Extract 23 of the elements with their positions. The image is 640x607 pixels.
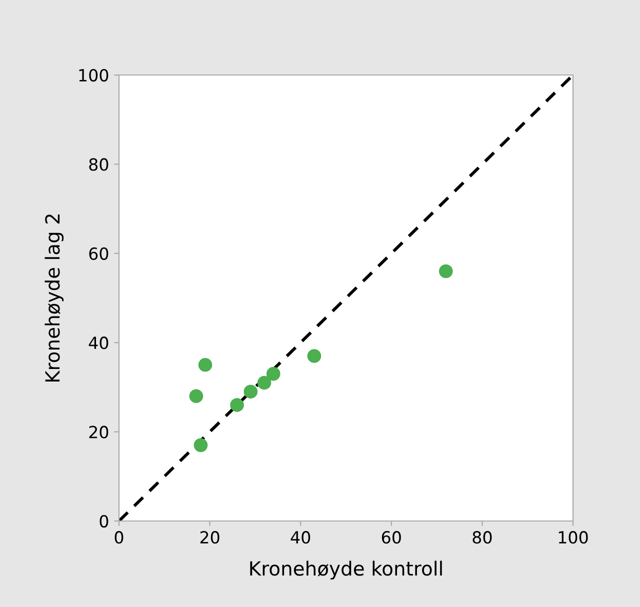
y-tick-label: 100 (79, 68, 108, 82)
y-tick-label: 60 (89, 247, 108, 260)
point (194, 438, 208, 452)
point (230, 398, 244, 412)
y-tick-label: 0 (100, 514, 108, 528)
point (189, 389, 204, 404)
x-tick-label: 0 (114, 531, 124, 544)
x-tick-label: 100 (558, 531, 588, 544)
y-tick-label: 20 (89, 426, 108, 438)
point (257, 376, 272, 390)
x-tick-label: 60 (382, 531, 401, 544)
point (307, 349, 322, 363)
y-axis-title: Kronehøyde lag 2 (44, 214, 64, 382)
y-tick-label: 80 (89, 158, 108, 171)
x-tick-label: 40 (290, 531, 310, 544)
point (198, 358, 212, 372)
point (266, 366, 280, 381)
point (244, 384, 258, 399)
x-axis-title: Kronehøyde kontroll (250, 560, 442, 580)
point (438, 264, 453, 278)
y-tick-label: 40 (88, 336, 108, 350)
x-tick-label: 20 (200, 531, 220, 544)
x-tick-label: 80 (472, 531, 492, 544)
